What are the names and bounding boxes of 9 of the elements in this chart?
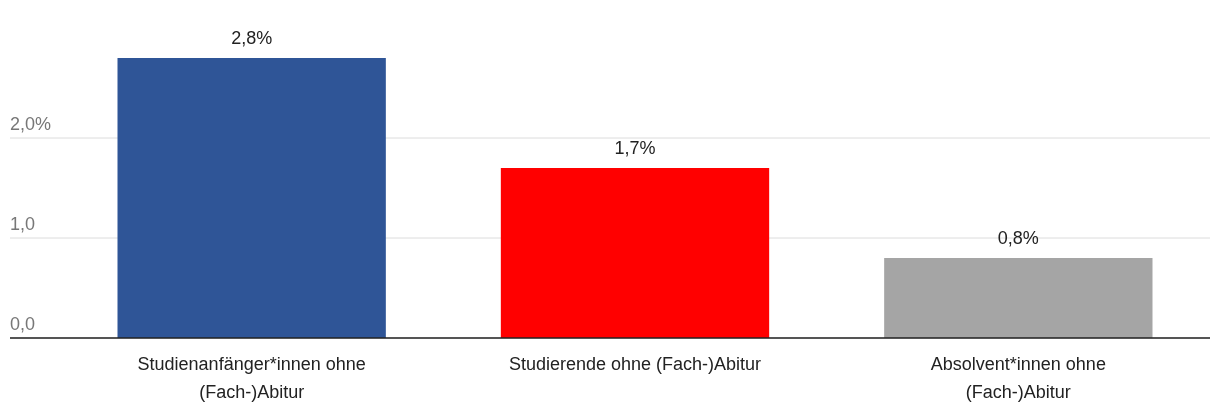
data-label: 2,8% [231, 28, 273, 48]
y-tick-label: 2,0% [10, 114, 52, 134]
x-tick-label: Studienanfänger*innen ohne (Fach-)Abitur [137, 354, 366, 402]
data-label: 1,7% [614, 138, 656, 158]
x-tick-label: Absolvent*innen ohne (Fach-)Abitur [930, 354, 1106, 402]
y-tick-label: 1,0 [10, 214, 36, 234]
y-tick-label: 0,0 [10, 314, 36, 334]
data-label: 0,8% [997, 228, 1039, 248]
x-tick-label: Studierende ohne (Fach-)Abitur [508, 354, 762, 374]
